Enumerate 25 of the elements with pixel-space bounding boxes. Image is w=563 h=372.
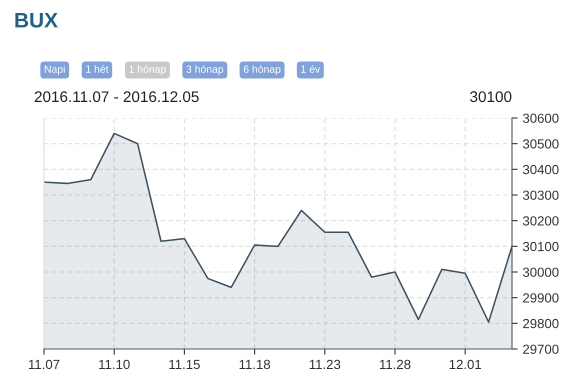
text: 1 hét xyxy=(86,65,108,73)
y-tick-label: 29800 xyxy=(523,318,559,328)
y-tick-label: 30600 xyxy=(522,114,559,123)
text: 30100 xyxy=(470,91,512,102)
y-tick-label: 30000 xyxy=(522,268,559,277)
chart-subtitle: 2016.11.07 - 2016.12.05 xyxy=(34,91,199,102)
x-tick-label: 11.28 xyxy=(380,360,410,370)
x-tick-label: 11.18 xyxy=(240,360,270,370)
y-tick-label: 30300 xyxy=(522,190,559,200)
y-tick-label: 29700 xyxy=(523,344,559,354)
y-tick-label: 30500 xyxy=(522,139,559,149)
x-tick-label: 11.10 xyxy=(99,360,130,370)
x-tick-label: 11.23 xyxy=(310,360,340,370)
text: 3 hónap xyxy=(186,65,224,75)
y-tick-label: 29900 xyxy=(523,293,559,303)
y-tick-label: 30200 xyxy=(522,216,559,226)
text: Napi xyxy=(44,65,65,75)
x-tick-label: 11.15 xyxy=(169,360,200,370)
text: 1 év xyxy=(301,65,320,73)
chart-title: BUX xyxy=(15,13,58,28)
y-tick-label: 30400 xyxy=(522,164,559,174)
x-tick-label: 11.07 xyxy=(28,360,60,370)
x-tick-label: 12.01 xyxy=(450,360,482,370)
text: 6 hónap xyxy=(244,65,280,75)
y-tick-label: 30100 xyxy=(522,242,559,252)
